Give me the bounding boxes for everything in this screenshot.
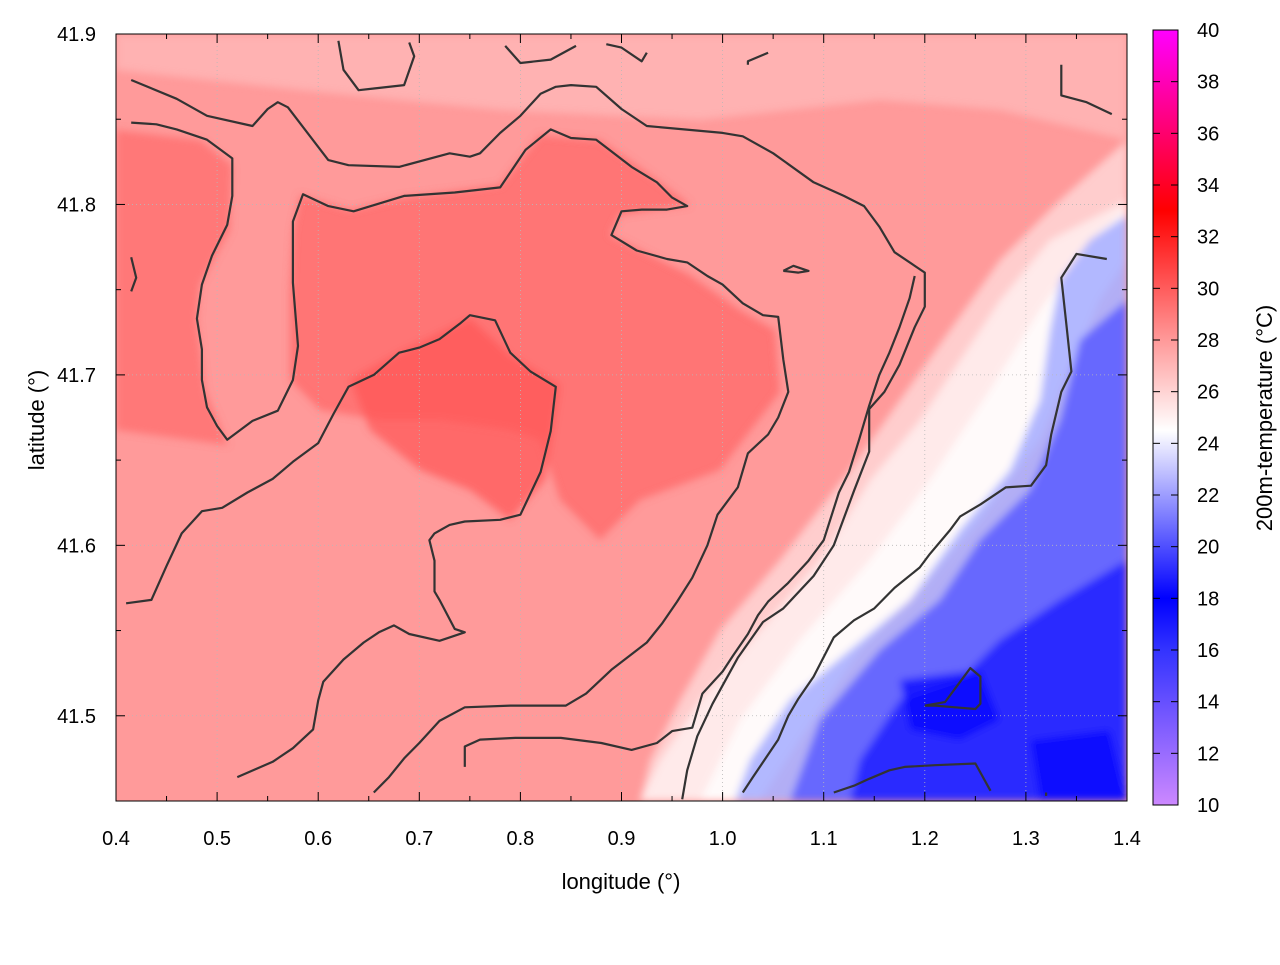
contour-line — [606, 43, 648, 63]
contour-line — [782, 264, 810, 274]
x-tick-label: 1.3 — [1012, 828, 1040, 850]
y-tick-label: 41.7 — [57, 365, 96, 387]
temperature-heat-field — [116, 34, 1127, 801]
colorbar-tick-label: 32 — [1197, 227, 1219, 249]
y-axis-ticks: 41.5 41.6 41.7 41.8 41.9 — [57, 24, 1127, 802]
y-tick-label: 41.9 — [57, 24, 96, 46]
contour-line — [131, 121, 790, 794]
contour-line — [741, 252, 1107, 794]
contour-line — [833, 762, 992, 794]
x-tick-label: 1.4 — [1113, 828, 1141, 850]
x-tick-label: 0.5 — [203, 828, 231, 850]
colorbar-tick-label: 26 — [1197, 382, 1219, 404]
contour-line — [1060, 64, 1113, 116]
contour-line — [130, 257, 138, 292]
contour-lines — [125, 40, 1113, 800]
colorbar-tick-label: 18 — [1197, 588, 1219, 610]
x-tick-label: 0.7 — [405, 828, 433, 850]
contour-line — [125, 314, 557, 779]
grid-lines — [116, 34, 1127, 801]
colorbar-tick-label: 16 — [1197, 640, 1219, 662]
colorbar-tick-label: 20 — [1197, 537, 1219, 559]
colorbar-tick-label: 22 — [1197, 485, 1219, 507]
x-axis-ticks: 0.4 0.5 0.6 0.7 0.8 0.9 1.0 1.1 1.2 1.3 1.4 — [102, 34, 1141, 850]
x-axis-label: longitude (°) — [562, 869, 681, 894]
colorbar-label: 200m-temperature (°C) — [1252, 305, 1277, 531]
contour-line — [130, 78, 926, 800]
colorbar-tick-label: 14 — [1197, 692, 1219, 714]
colorbar-tick-label: 40 — [1197, 20, 1219, 42]
contour-line — [746, 51, 769, 65]
colorbar-tick-label: 24 — [1197, 433, 1219, 455]
y-axis-label: latitude (°) — [24, 370, 49, 471]
colorbar-tick-label: 28 — [1197, 330, 1219, 352]
x-tick-label: 0.6 — [304, 828, 332, 850]
x-tick-label: 0.4 — [102, 828, 130, 850]
y-tick-label: 41.6 — [57, 535, 96, 557]
colorbar-tick-label: 30 — [1197, 278, 1219, 300]
colorbar-tick-label: 10 — [1197, 795, 1219, 817]
colorbar-tick-label: 34 — [1197, 175, 1219, 197]
contour-line — [337, 40, 416, 92]
y-tick-label: 41.5 — [57, 706, 96, 728]
contour-line — [924, 667, 982, 711]
x-tick-label: 1.2 — [911, 828, 939, 850]
colorbar-tick-label: 12 — [1197, 743, 1219, 765]
contour-line — [504, 44, 577, 65]
x-tick-label: 0.9 — [608, 828, 636, 850]
colorbar-gradient — [1152, 29, 1179, 806]
x-tick-label: 1.1 — [810, 828, 838, 850]
y-tick-label: 41.8 — [57, 194, 96, 216]
colorbar-tick-label: 38 — [1197, 72, 1219, 94]
contour-line — [463, 275, 916, 767]
colorbar-tick-label: 36 — [1197, 123, 1219, 145]
colorbar-ticks: 10 12 14 16 18 20 22 24 26 28 30 32 34 36 38 40 — [1153, 20, 1219, 817]
x-tick-label: 0.8 — [506, 828, 534, 850]
x-tick-label: 1.0 — [709, 828, 737, 850]
colorbar: 10 12 14 16 18 20 22 24 26 28 30 32 34 36 38 40 200m-te… — [1152, 20, 1277, 817]
